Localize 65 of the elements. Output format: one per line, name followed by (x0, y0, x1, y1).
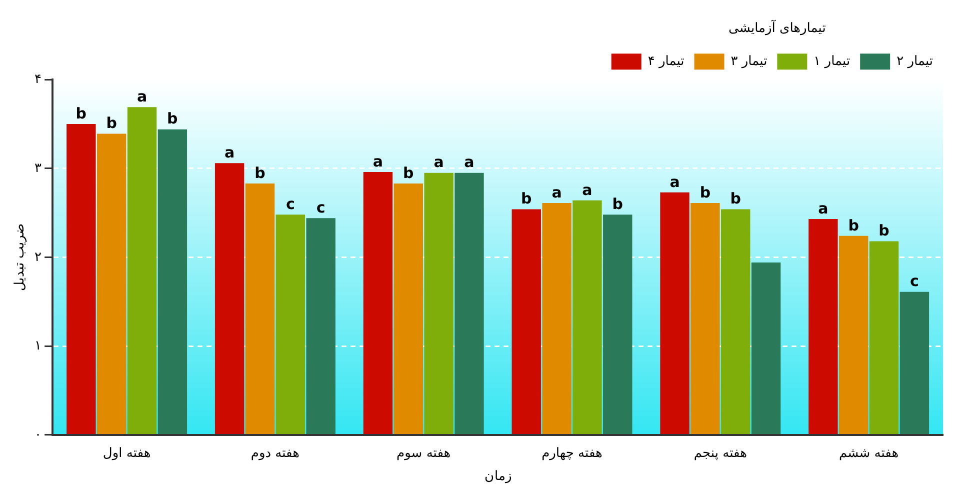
y-tick-label: ۲ (34, 248, 42, 264)
bar (751, 262, 781, 434)
bar (838, 236, 868, 434)
bar (306, 218, 336, 434)
bar (869, 241, 899, 434)
y-tick-label: ۰ (34, 426, 42, 442)
data-label: a (552, 183, 562, 202)
bar (66, 124, 96, 434)
bar (572, 200, 602, 434)
y-tick-label: ۳ (34, 160, 42, 175)
bar (542, 203, 572, 434)
bar (363, 172, 393, 434)
data-label: a (670, 172, 680, 191)
legend-label: تیمار ۲ (896, 54, 934, 69)
data-label: b (106, 114, 118, 132)
legend-title: تیمارهای آزمایشی (728, 18, 826, 36)
legend-label: تیمار ۳ (730, 54, 768, 69)
data-label: a (372, 152, 384, 170)
data-label: a (224, 143, 235, 162)
y-axis-title: ضریب تبدیل (11, 223, 28, 292)
x-tick-label: هفته اول (102, 446, 151, 461)
data-label: b (76, 104, 87, 122)
bar (424, 172, 454, 434)
bar (214, 163, 244, 434)
data-label: a (434, 153, 444, 172)
data-label: b (848, 216, 860, 234)
x-tick-label: هفته چهارم (542, 446, 603, 461)
bar (660, 192, 690, 434)
data-label: c (910, 272, 919, 290)
x-tick-label: هفته دوم (250, 446, 300, 461)
bar (454, 172, 484, 434)
y-tick-label: ۱ (34, 338, 42, 353)
data-label: b (403, 164, 414, 182)
data-label: a (136, 88, 148, 106)
y-tick-label: ۴ (34, 71, 42, 86)
data-label: b (878, 222, 890, 240)
x-axis-title: زمان (484, 468, 512, 484)
bar (276, 214, 306, 434)
x-tick-label: هفته پنجم (694, 446, 748, 461)
data-label: b (730, 190, 742, 208)
bar (900, 292, 930, 434)
bar (394, 183, 423, 434)
bar (721, 209, 750, 434)
x-tick-label: هفته سوم (396, 446, 451, 461)
data-label: b (254, 164, 266, 182)
bar (96, 134, 126, 434)
bar (603, 214, 632, 434)
legend-label: تیمار ۱ (814, 54, 850, 69)
data-label: b (612, 194, 624, 213)
data-label: a (464, 153, 474, 172)
data-label: c (286, 194, 295, 213)
data-label: c (316, 198, 326, 217)
data-label: b (520, 190, 532, 208)
data-label: a (818, 199, 828, 218)
bar (158, 129, 188, 434)
data-label: b (700, 183, 711, 202)
data-label: a (582, 180, 592, 199)
bar (690, 203, 720, 434)
bar (127, 107, 157, 434)
data-label: b (167, 110, 178, 128)
bar (808, 219, 838, 434)
legend-label: تیمار ۴ (648, 54, 685, 69)
bar (512, 209, 541, 434)
bar (245, 183, 275, 434)
x-tick-label: هفته ششم (838, 446, 899, 461)
